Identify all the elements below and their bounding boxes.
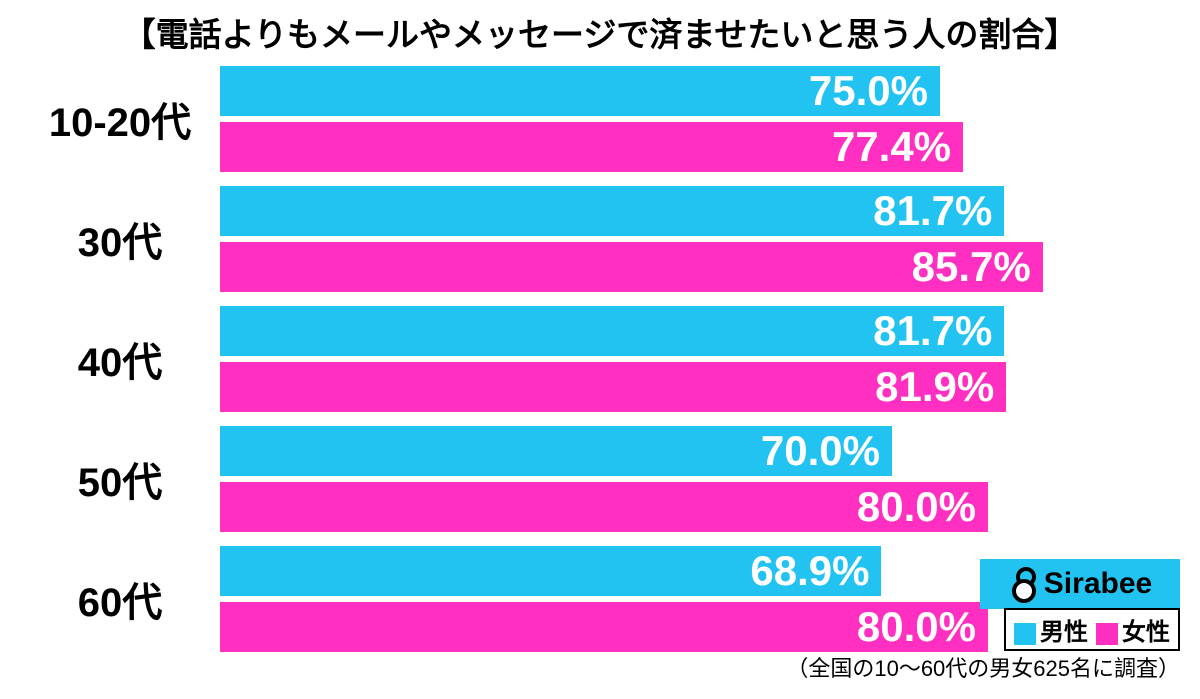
bar-value-label: 75.0% bbox=[809, 67, 928, 115]
bar-male: 75.0% bbox=[220, 66, 940, 116]
bar-value-label: 77.4% bbox=[832, 123, 951, 171]
age-label: 10-20代 bbox=[20, 90, 220, 148]
bar-value-label: 70.0% bbox=[761, 427, 880, 475]
bar-value-label: 80.0% bbox=[857, 483, 976, 531]
legend-item: 男性 bbox=[1014, 612, 1088, 647]
legend-label: 女性 bbox=[1122, 619, 1170, 646]
bar-value-label: 81.7% bbox=[873, 187, 992, 235]
bar-female: 77.4% bbox=[220, 122, 963, 172]
bar-value-label: 80.0% bbox=[857, 603, 976, 651]
bar-male: 68.9% bbox=[220, 546, 881, 596]
bar-female: 80.0% bbox=[220, 482, 988, 532]
bar-value-label: 81.9% bbox=[875, 363, 994, 411]
age-group-row: 40代 81.7% 81.9% bbox=[20, 306, 1180, 412]
age-label: 40代 bbox=[20, 330, 220, 388]
bar-female: 80.0% bbox=[220, 602, 988, 652]
age-group-row: 10-20代 75.0% 77.4% bbox=[20, 66, 1180, 172]
bars-wrap: 81.7% 85.7% bbox=[220, 186, 1180, 292]
sirabee-icon bbox=[1008, 569, 1038, 599]
chart-title: 【電話よりもメールやメッセージで済ませたいと思う人の割合】 bbox=[0, 0, 1200, 56]
age-label: 60代 bbox=[20, 570, 220, 628]
bar-female: 85.7% bbox=[220, 242, 1043, 292]
bar-value-label: 81.7% bbox=[873, 307, 992, 355]
age-label: 30代 bbox=[20, 210, 220, 268]
bar-female: 81.9% bbox=[220, 362, 1006, 412]
brand-logo-text: Sirabee bbox=[1044, 567, 1152, 601]
legend-swatch bbox=[1096, 623, 1118, 645]
legend: 男性 女性 bbox=[1004, 608, 1180, 651]
bar-male: 81.7% bbox=[220, 306, 1004, 356]
age-group-row: 50代 70.0% 80.0% bbox=[20, 426, 1180, 532]
bars-wrap: 70.0% 80.0% bbox=[220, 426, 1180, 532]
brand-logo: Sirabee bbox=[980, 559, 1180, 609]
legend-item: 女性 bbox=[1088, 612, 1170, 647]
legend-swatch bbox=[1014, 623, 1036, 645]
age-group-row: 30代 81.7% 85.7% bbox=[20, 186, 1180, 292]
legend-label: 男性 bbox=[1040, 619, 1088, 646]
age-label: 50代 bbox=[20, 450, 220, 508]
footnote: （全国の10〜60代の男女625名に調査） bbox=[786, 651, 1180, 683]
bar-male: 81.7% bbox=[220, 186, 1004, 236]
bar-male: 70.0% bbox=[220, 426, 892, 476]
bars-wrap: 75.0% 77.4% bbox=[220, 66, 1180, 172]
bars-wrap: 81.7% 81.9% bbox=[220, 306, 1180, 412]
bar-value-label: 85.7% bbox=[912, 243, 1031, 291]
bar-value-label: 68.9% bbox=[750, 547, 869, 595]
